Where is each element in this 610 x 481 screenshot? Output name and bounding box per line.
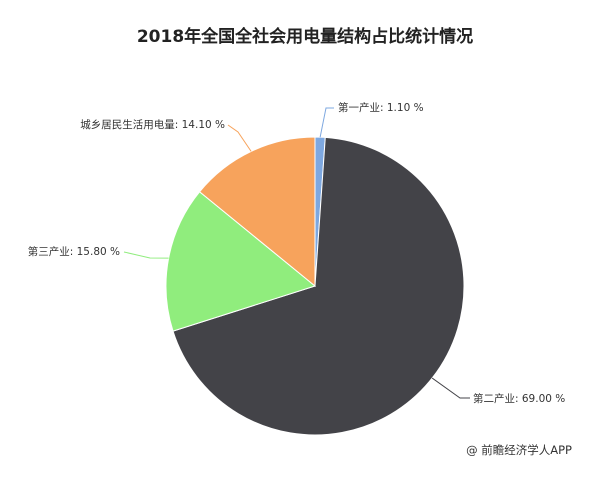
pie-leader-line — [123, 251, 169, 259]
pie-leader-line — [431, 377, 470, 399]
source-credit: @ 前瞻经济学人APP — [466, 443, 572, 457]
pie-data-label: 第三产业: 15.80 % — [28, 245, 120, 258]
pie-slice[interactable] — [165, 191, 317, 332]
pie-data-label: 第二产业: 69.00 % — [473, 392, 565, 405]
pie-data-label: 城乡居民生活用电量: 14.10 % — [80, 118, 225, 131]
chart-title: 2018年全国全社会用电量结构占比统计情况 — [136, 27, 474, 47]
pie-slices — [165, 136, 465, 436]
pie-data-label: 第一产业: 1.10 % — [338, 101, 424, 114]
pie-leader-line — [319, 107, 334, 138]
pie-labels: 第一产业: 1.10 % 第二产业: 69.00 % 第三产业: 15.80 % 城乡… — [28, 101, 566, 405]
pie-leader-lines — [123, 107, 470, 399]
pie-slice[interactable] — [198, 136, 316, 288]
pie-leader-line — [227, 124, 252, 152]
